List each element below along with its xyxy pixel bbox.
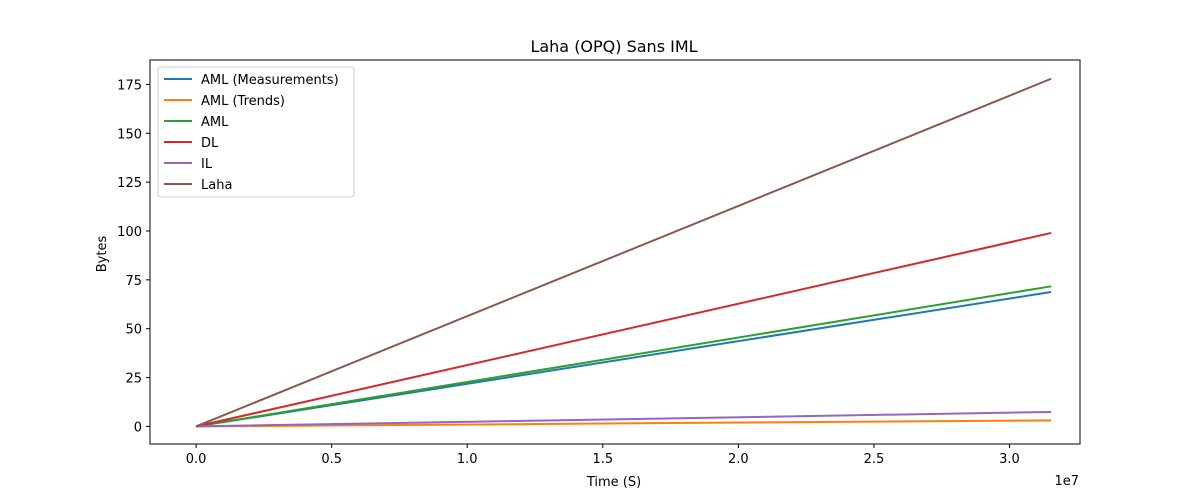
series-line-2: [195, 285, 1052, 428]
plot-area: [149, 59, 1081, 445]
series-line-3: [195, 231, 1052, 428]
x-axis: 0.0 0.5 1.0 1.5 2.0 2.5 3.0: [186, 444, 1020, 467]
x-tick-label: 0.5: [321, 452, 342, 467]
x-tick-label: 2.5: [864, 452, 885, 467]
legend-label-3: DL: [201, 136, 219, 151]
x-tick-label: 2.0: [728, 452, 749, 467]
plot-frame: [149, 59, 1081, 445]
x-tick-label: 1.0: [457, 452, 478, 467]
chart-title: Laha (OPQ) Sans IML: [530, 37, 697, 56]
y-tick-label: 0: [134, 420, 142, 435]
series-line-5: [195, 77, 1052, 428]
x-axis-offset-label: 1e7: [1054, 474, 1079, 489]
series-line-4: [196, 410, 1052, 428]
x-tick-label: 3.0: [999, 452, 1020, 467]
y-tick-label: 75: [125, 274, 142, 289]
legend-box: [157, 66, 355, 198]
y-tick-label: 25: [125, 372, 142, 387]
x-tick-label: 1.5: [592, 452, 613, 467]
legend: AML (Measurements) AML (Trends) AML DL IL Lah…: [157, 66, 355, 198]
x-axis-label: Time (S): [586, 475, 641, 490]
x-tick-label: 0.0: [186, 452, 207, 467]
y-tick-label: 175: [117, 78, 142, 93]
y-tick-label: 50: [125, 323, 142, 338]
series-line-1: [196, 419, 1052, 428]
legend-label-1: AML (Trends): [201, 94, 285, 109]
legend-label-2: AML: [201, 115, 229, 130]
y-axis-label: Bytes: [95, 236, 110, 273]
legend-label-5: Laha: [201, 178, 232, 193]
y-tick-label: 150: [117, 127, 142, 142]
y-tick-label: 125: [117, 176, 142, 191]
y-axis: 0 25 50 75 100 125 150 175: [117, 78, 150, 435]
legend-label-0: AML (Measurements): [201, 73, 339, 88]
y-tick-label: 100: [117, 225, 142, 240]
legend-label-4: IL: [201, 157, 213, 172]
